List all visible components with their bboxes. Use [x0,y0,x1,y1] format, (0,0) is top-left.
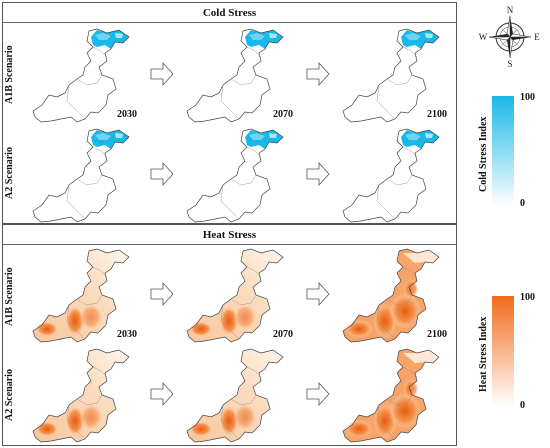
cold-row-label-a2: A2 Scenario [4,147,15,199]
cold-colorbar [492,96,514,206]
heat-legend-title: Heat Stress Index [478,316,489,392]
compass-w: W [479,32,488,42]
cold-legend-max: 100 [520,92,535,103]
compass-rose-icon: N S W E [479,5,541,68]
heat-row-label-a2: A2 Scenario [4,369,15,421]
cold-a2-map-1 [27,127,137,225]
heat-a2-arrow-1 [149,381,175,407]
heat-legend-max: 100 [520,292,535,303]
heat-row-label-a1b: A1B Scenario [4,267,15,327]
cold-a2-arrow-2 [305,161,331,187]
heat-a2-map-1 [27,347,137,445]
compass-e: E [534,32,540,42]
cold-row-label-a1b: A1B Scenario [4,45,15,105]
cold-legend-min: 0 [520,198,525,209]
cold-a2-arrow-1 [149,161,175,187]
cold-a1b-arrow-2 [305,61,331,87]
cold-panel-title: Cold Stress [202,7,257,19]
cold-year-label-1: 2030 [117,109,137,120]
compass-s: S [507,59,512,68]
cold-year-label-3: 2100 [427,109,447,120]
cold-a2-map-3 [337,127,447,225]
heat-year-label-3: 2100 [427,329,447,340]
heat-year-label-2: 2070 [273,329,293,340]
heat-panel-title: Heat Stress [202,229,257,241]
heat-a2-map-2 [181,347,291,445]
compass-n: N [507,5,514,15]
cold-a1b-arrow-1 [149,61,175,87]
heat-stress-panel: Heat Stress A1B Scenario A2 Scenario 203… [2,224,457,446]
cold-a2-map-2 [181,127,291,225]
heat-a2-arrow-2 [305,381,331,407]
cold-year-label-2: 2070 [273,109,293,120]
heat-a2-map-3 [337,347,447,445]
heat-legend-min: 0 [520,400,525,411]
heat-colorbar [492,296,514,406]
heat-a1b-arrow-2 [305,281,331,307]
heat-a1b-arrow-1 [149,281,175,307]
cold-stress-panel: Cold Stress A1B Scenario A2 Scenario 203… [2,2,457,224]
heat-title-divider [3,244,456,245]
cold-title-divider [3,22,456,23]
heat-year-label-1: 2030 [117,329,137,340]
cold-legend-title: Cold Stress Index [478,116,489,192]
